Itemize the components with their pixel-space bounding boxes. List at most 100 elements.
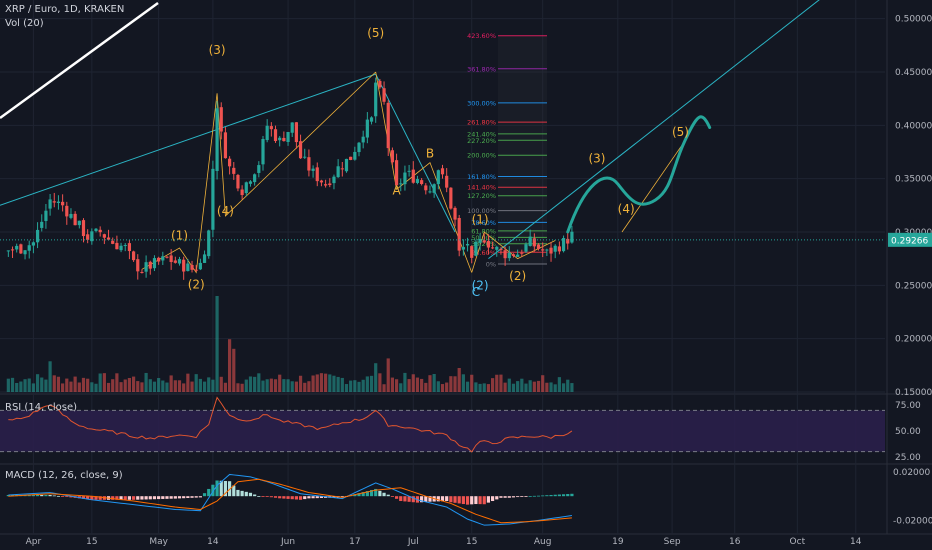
candle-body[interactable]: [265, 125, 269, 141]
impulse-wave-path[interactable]: [141, 71, 376, 274]
candle-body[interactable]: [570, 231, 574, 243]
price-candles[interactable]: [6, 77, 574, 280]
candle-body[interactable]: [449, 187, 453, 209]
candle-body[interactable]: [432, 184, 436, 193]
candle-body[interactable]: [248, 181, 253, 184]
candle-body[interactable]: [336, 166, 340, 178]
candle-body[interactable]: [144, 262, 148, 272]
drawn-white-line[interactable]: [0, 1, 159, 120]
current-price-badge[interactable]: [888, 232, 932, 247]
candle-body[interactable]: [332, 176, 336, 184]
candle-body[interactable]: [290, 122, 294, 133]
candle-body[interactable]: [111, 240, 115, 244]
candle-body[interactable]: [282, 137, 286, 142]
candle-body[interactable]: [470, 246, 474, 258]
candle-body[interactable]: [169, 255, 173, 263]
candle-body[interactable]: [148, 261, 152, 269]
candle-body[interactable]: [482, 240, 486, 243]
descending-trendline[interactable]: [375, 73, 456, 233]
candle-body[interactable]: [202, 254, 207, 263]
candle-body[interactable]: [394, 160, 399, 186]
candle-body[interactable]: [257, 165, 261, 173]
candle-body[interactable]: [236, 174, 240, 189]
candle-body[interactable]: [478, 239, 482, 243]
candle-body[interactable]: [19, 244, 23, 254]
candle-body[interactable]: [390, 150, 395, 163]
candle-body[interactable]: [440, 168, 445, 175]
candle-body[interactable]: [420, 180, 424, 185]
candle-body[interactable]: [532, 238, 536, 247]
wave-labels[interactable]: (1)(2)(3)(4)(5)AB(1)(2)C(2)(3)(4)(5): [171, 26, 689, 299]
candle-body[interactable]: [261, 138, 265, 165]
upper-trendline[interactable]: [0, 73, 376, 206]
candle-body[interactable]: [520, 252, 524, 254]
signal-line[interactable]: [8, 478, 572, 524]
candle-body[interactable]: [86, 234, 90, 240]
candle-body[interactable]: [490, 247, 495, 249]
candle-body[interactable]: [465, 243, 470, 246]
candle-body[interactable]: [127, 243, 132, 252]
candle-body[interactable]: [98, 229, 102, 233]
rsi-legend[interactable]: RSI (14, close): [5, 402, 78, 413]
candle-body[interactable]: [232, 167, 236, 174]
rsi-line[interactable]: [8, 396, 573, 453]
candle-body[interactable]: [194, 269, 198, 271]
candle-body[interactable]: [507, 252, 511, 259]
candle-body[interactable]: [52, 201, 56, 203]
candle-body[interactable]: [415, 179, 420, 183]
candle-body[interactable]: [240, 189, 244, 196]
candle-body[interactable]: [269, 126, 273, 130]
candle-body[interactable]: [56, 201, 61, 204]
candle-body[interactable]: [311, 168, 315, 171]
candle-body[interactable]: [361, 136, 365, 143]
candle-body[interactable]: [411, 169, 415, 183]
candle-body[interactable]: [90, 231, 94, 242]
candle-body[interactable]: [378, 80, 382, 88]
candle-body[interactable]: [173, 260, 177, 263]
candle-body[interactable]: [545, 249, 549, 251]
candle-body[interactable]: [566, 238, 570, 244]
candle-body[interactable]: [73, 213, 77, 226]
candle-body[interactable]: [77, 220, 81, 226]
candle-body[interactable]: [428, 191, 432, 193]
candle-body[interactable]: [298, 141, 303, 159]
candle-body[interactable]: [115, 242, 119, 250]
candle-body[interactable]: [102, 234, 106, 238]
candle-body[interactable]: [344, 158, 349, 172]
candle-body[interactable]: [186, 263, 190, 272]
candle-body[interactable]: [328, 183, 332, 186]
rsi-panel[interactable]: [0, 396, 885, 453]
candle-body[interactable]: [48, 199, 52, 209]
candle-body[interactable]: [227, 158, 232, 167]
candle-body[interactable]: [106, 237, 111, 240]
candle-body[interactable]: [286, 131, 290, 143]
candle-body[interactable]: [35, 229, 40, 243]
breakout-channel-line[interactable]: [488, 0, 822, 260]
candle-body[interactable]: [495, 246, 499, 250]
candle-body[interactable]: [424, 185, 428, 191]
candle-body[interactable]: [278, 137, 282, 141]
candle-body[interactable]: [324, 184, 328, 186]
candle-body[interactable]: [65, 205, 69, 217]
candle-body[interactable]: [61, 201, 65, 206]
candle-body[interactable]: [382, 88, 386, 102]
candle-body[interactable]: [474, 241, 478, 256]
macd-panel[interactable]: [6, 473, 574, 526]
candle-body[interactable]: [253, 174, 257, 183]
symbol-title[interactable]: XRP / Euro, 1D, KRAKEN: [5, 4, 125, 15]
candle-body[interactable]: [503, 250, 507, 259]
candle-body[interactable]: [445, 175, 449, 188]
candle-body[interactable]: [165, 256, 169, 258]
candle-body[interactable]: [190, 264, 194, 270]
volume-legend[interactable]: Vol (20): [5, 18, 44, 29]
candle-body[interactable]: [215, 108, 219, 171]
candle-body[interactable]: [461, 247, 465, 250]
candle-body[interactable]: [81, 220, 86, 237]
candle-body[interactable]: [553, 245, 557, 252]
projected-wave-5-line[interactable]: [621, 141, 685, 233]
candle-body[interactable]: [31, 242, 35, 246]
candle-body[interactable]: [340, 168, 344, 170]
candle-body[interactable]: [403, 172, 407, 185]
candle-body[interactable]: [140, 271, 144, 273]
